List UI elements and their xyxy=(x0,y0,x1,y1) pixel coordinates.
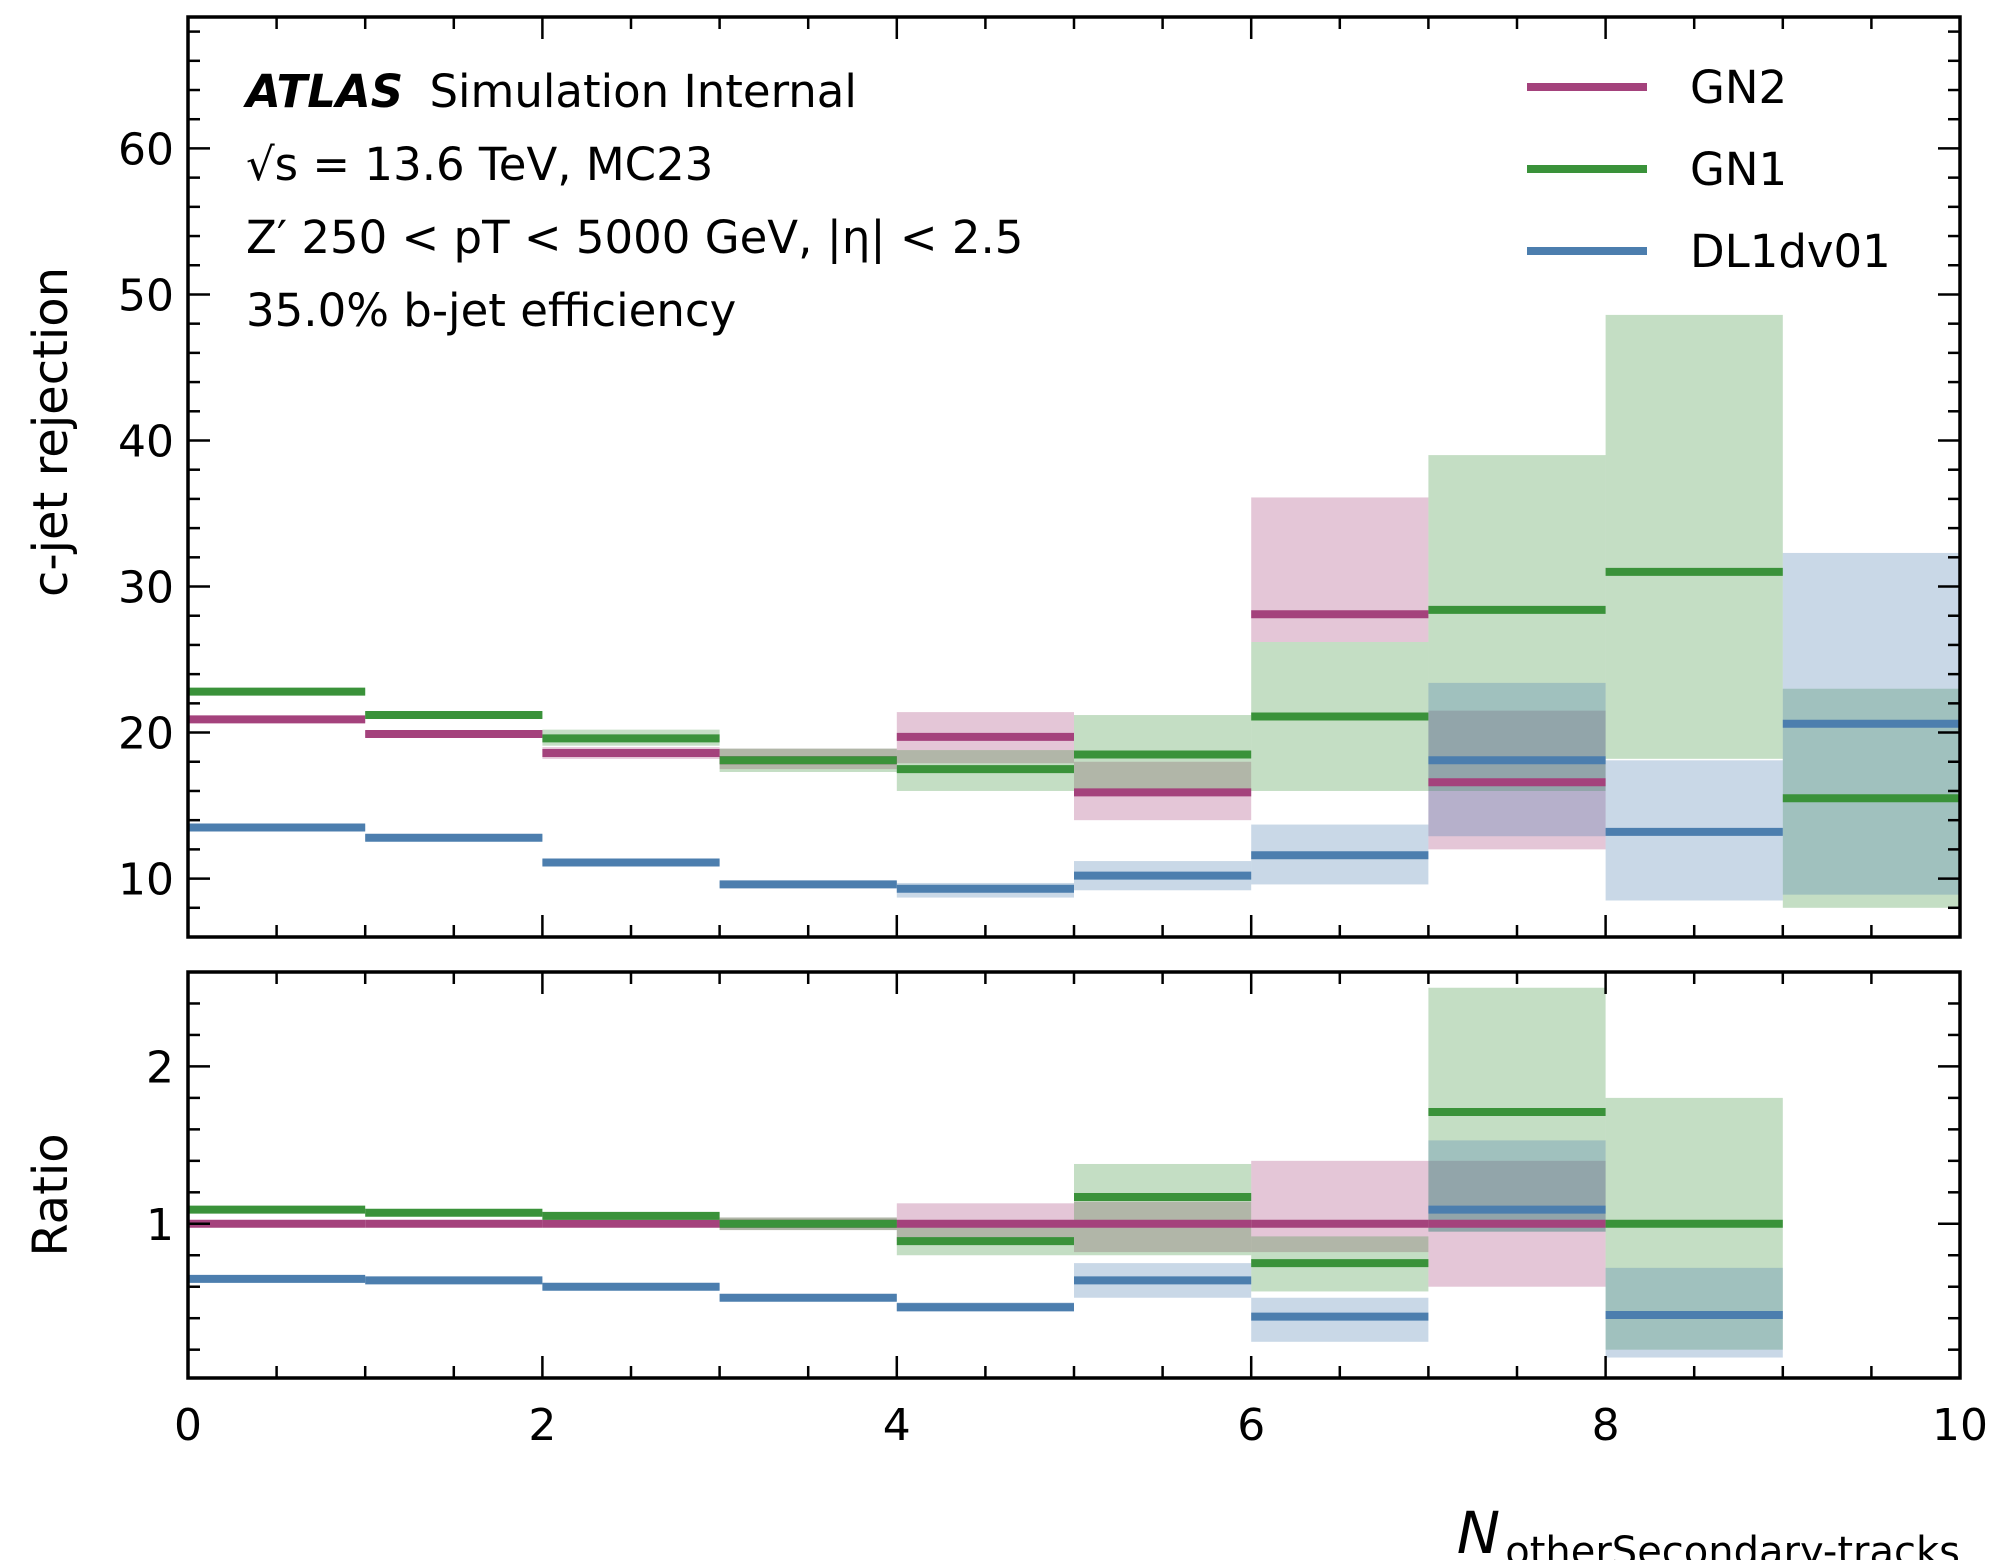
ratio-y-tick-label-0: 1 xyxy=(146,1200,174,1251)
top-y-tick-label-0: 10 xyxy=(118,855,174,906)
top-band-gn1-bin-7 xyxy=(1428,455,1606,791)
x-axis-label: N otherSecondary-tracks xyxy=(1457,1499,1960,1560)
ratio-uncertainty-bands xyxy=(188,987,1783,1358)
x-tick-label-3: 6 xyxy=(1237,1400,1265,1451)
x-axis-label-main: N xyxy=(1457,1499,1500,1560)
x-axis-label-subscript: otherSecondary-tracks xyxy=(1505,1529,1960,1560)
ratio-plot-frame xyxy=(186,970,1962,1380)
x-tick-label-0: 0 xyxy=(174,1400,202,1451)
legend-label-gn1: GN1 xyxy=(1690,143,1787,196)
ratio-y-axis-label: Ratio xyxy=(23,1133,79,1256)
legend: GN2 GN1 DL1dv01 xyxy=(1527,61,1891,278)
top-series-lines xyxy=(188,567,1960,893)
ratio-series-lines xyxy=(188,1108,1783,1321)
top-y-tick-label-2: 30 xyxy=(118,563,174,614)
x-tick-label-4: 8 xyxy=(1592,1400,1620,1451)
ratio-y-tick-label-1: 2 xyxy=(146,1042,174,1093)
top-y-tick-label-1: 20 xyxy=(118,709,174,760)
svg-text:ATLAS Simulation Inter: ATLAS Simulation Internal xyxy=(243,65,857,118)
x-tick-label-2: 4 xyxy=(883,1400,911,1451)
x-tick-label-5: 10 xyxy=(1932,1400,1988,1451)
top-y-tick-label-5: 60 xyxy=(118,124,174,175)
top-plot-frame xyxy=(186,15,1962,939)
top-y-tick-label-4: 50 xyxy=(118,270,174,321)
ratio-band-dl1dv01-bin-7 xyxy=(1428,1140,1606,1232)
ratio-band-gn2-bin-6 xyxy=(1251,1160,1429,1253)
ratio-band-gn1-bin-5 xyxy=(1074,1163,1252,1256)
top-panel: 10 20 30 40 50 60 c-jet rejection ATLAS Simul… xyxy=(23,15,1962,939)
top-y-axis-label: c-jet rejection xyxy=(23,267,79,597)
atlas-label: ATLAS xyxy=(243,65,403,118)
top-band-gn2-bin-6 xyxy=(1251,497,1429,643)
atlas-annotation: ATLAS Simulation Internal √s = 13.6 TeV,… xyxy=(243,65,1023,337)
legend-label-gn2: GN2 xyxy=(1690,61,1787,114)
top-y-tick-label-3: 40 xyxy=(118,416,174,467)
annotation-energy: √s = 13.6 TeV, MC23 xyxy=(246,138,713,191)
annotation-selection: Z′ 250 < pT < 5000 GeV, |η| < 2.5 xyxy=(246,211,1023,264)
atlas-label-suffix: Simulation Internal xyxy=(429,65,856,118)
annotation-efficiency: 35.0% b-jet efficiency xyxy=(246,284,736,337)
top-uncertainty-bands xyxy=(188,314,1960,908)
x-tick-label-1: 2 xyxy=(528,1400,556,1451)
top-band-gn1-bin-8 xyxy=(1605,314,1783,759)
legend-label-dl1dv01: DL1dv01 xyxy=(1690,225,1891,278)
